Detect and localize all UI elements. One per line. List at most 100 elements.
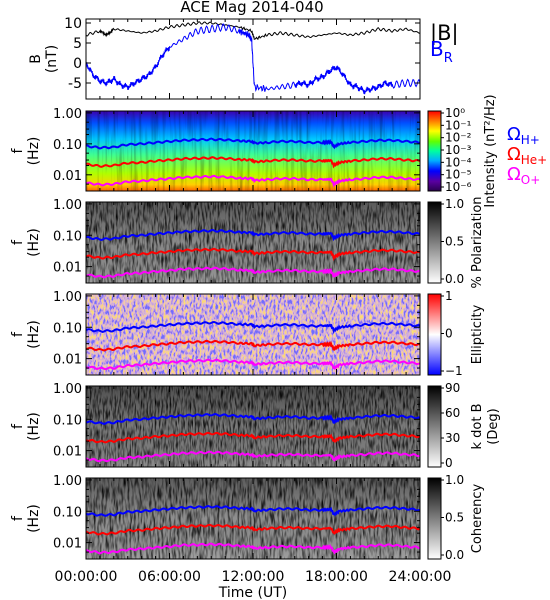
x-tick-label: 12:00:00: [222, 569, 285, 585]
legend-omega-o: ΩO+: [507, 164, 540, 187]
y-tick-label: 0.01: [53, 537, 82, 552]
gyrofrequency-line-he: [86, 339, 421, 352]
panel-polarization: 1.00 0.10 0.01 f (Hz) 1.0 0.5 0.0 % Polarization: [10, 196, 485, 288]
gyrofrequency-line-he: [85, 431, 421, 444]
y-tick-label: 5: [73, 36, 82, 52]
colorbar-tick-label: 1.0: [445, 197, 464, 211]
spectrogram-shading: [86, 478, 420, 559]
gyrofrequency-line-o: [85, 358, 421, 371]
colorbar-label: k dot B: [470, 403, 485, 449]
colorbar-gradient: [427, 201, 442, 284]
y-axis-label: B: [28, 54, 44, 64]
colorbar-unit: (Deg): [486, 408, 501, 444]
panel-magnetic-field: 10 5 0 -5 B (nT): [28, 16, 421, 100]
colorbar-tick-label: 10⁰: [445, 106, 465, 120]
y-tick-label: 1.00: [53, 198, 82, 213]
x-tick-label: 18:00:00: [305, 569, 368, 585]
series-line-b-r: [85, 23, 421, 95]
colorbar-tick-label: 0: [445, 327, 453, 341]
y-tick-label: 0.01: [53, 353, 82, 368]
y-axis-label: f: [10, 239, 26, 245]
y-tick-label: 0.10: [53, 413, 82, 428]
panel-k-dot-b: 1.00 0.10 0.01 f (Hz) 90 60 30 0 k dot B (Deg): [10, 381, 501, 470]
gyrofrequency-line-h: [85, 137, 421, 150]
colorbar-tick-label: 60: [445, 406, 460, 420]
colorbar-k-dot-b: 90 60 30 0 k dot B (Deg): [427, 381, 501, 470]
colorbar-tick-label: 10⁻⁴: [445, 155, 472, 169]
colorbar-gradient: [427, 110, 442, 192]
colorbar-tick-label: 10⁻²: [445, 131, 472, 145]
y-axis-label: f: [10, 331, 26, 337]
y-tick-label: 0.10: [53, 138, 82, 153]
y-tick-label: 1.00: [53, 107, 82, 122]
colorbar-gradient: [427, 477, 442, 560]
panel-intensity: 1.00 0.10 0.01 f (Hz) 10⁰10⁻¹10⁻²10⁻³10⁻⁴10⁻⁵…: [10, 94, 498, 207]
colorbar-tick-label: 90: [445, 381, 460, 395]
y-axis-label: f: [10, 515, 26, 521]
gyrofrequency-line-o: [85, 450, 421, 463]
x-axis-label: Time (UT): [218, 585, 287, 600]
y-tick-label: -5: [68, 76, 82, 92]
y-axis-unit: (Hz): [26, 320, 42, 349]
colorbar-ellipticity: 1 0 −1 Ellipticity: [427, 289, 485, 378]
colorbar-tick-label: 10⁻⁶: [445, 180, 472, 194]
y-tick-label: 0: [73, 56, 82, 72]
colorbar-tick-label: 0.5: [445, 511, 464, 525]
chart-title: ACE Mag 2014-040: [180, 0, 323, 16]
colorbar-tick-label: 1: [445, 289, 453, 303]
colorbar-tick-label: 1.0: [445, 473, 464, 487]
x-tick-label: 24:00:00: [389, 569, 452, 585]
gyrofrequency-line-o: [85, 174, 421, 188]
y-axis-unit: (Hz): [26, 504, 42, 533]
gyrofrequency-line-he: [85, 247, 421, 262]
colorbar-tick-label: 10⁻⁵: [445, 168, 472, 182]
gyrofrequency-line-h: [85, 228, 421, 242]
colorbar-tick-label: −1: [445, 364, 463, 378]
y-tick-label: 0.10: [53, 321, 82, 336]
y-tick-label: 0.01: [53, 169, 82, 184]
x-tick-label: 06:00:00: [138, 569, 201, 585]
series-line-b-magnitude: [85, 21, 421, 41]
legend-omega-h: ΩH+: [507, 124, 540, 147]
gyrofrequency-line-o: [85, 542, 421, 555]
y-tick-label: 0.10: [53, 505, 82, 520]
gyrofrequency-line-h: [85, 504, 421, 517]
colorbar-polarization: 1.0 0.5 0.0 % Polarization: [427, 196, 485, 289]
colorbar-label: Ellipticity: [470, 304, 485, 364]
legend-b-r: BR: [430, 37, 453, 66]
y-axis-unit: (Hz): [26, 137, 42, 166]
colorbar-label: Coherency: [470, 483, 485, 553]
panel-ellipticity: 1.00 0.10 0.01 f (Hz) 1 0 −1 Ellipticity: [10, 289, 485, 378]
y-axis-label: f: [10, 423, 26, 429]
legend-b-magnitude: |B|: [430, 21, 459, 46]
colorbar-tick-label: 30: [445, 431, 460, 445]
colorbar-label: Intensity (nT²/Hz): [483, 94, 498, 207]
y-tick-label: 1.00: [53, 290, 82, 305]
colorbar-gradient: [427, 293, 442, 376]
gyrofrequency-line-he: [85, 156, 421, 169]
colorbar-tick-label: 0.0: [445, 272, 464, 286]
x-axis: 00:00:00 06:00:00 12:00:00 18:00:00 24:00:00…: [55, 19, 452, 600]
y-axis-unit: (Hz): [26, 228, 42, 257]
legend-omega-he: ΩHe+: [507, 144, 547, 167]
colorbar-label: % Polarization: [470, 196, 485, 288]
colorbar-tick-label: 10⁻³: [445, 143, 472, 157]
x-tick-label: 00:00:00: [55, 569, 118, 585]
y-tick-label: 1.00: [53, 474, 82, 489]
y-axis-unit: (Hz): [26, 412, 42, 441]
colorbar-coherency: 1.0 0.5 0.0 Coherency: [427, 473, 485, 562]
y-tick-label: 0.01: [53, 445, 82, 460]
y-tick-label: 10: [64, 16, 82, 32]
y-axis-unit: (nT): [44, 45, 60, 73]
colorbar-tick-label: 10⁻¹: [445, 118, 472, 132]
gyrofrequency-line-h: [86, 412, 421, 425]
y-tick-label: 0.01: [53, 261, 82, 276]
colorbar-tick-label: 0.5: [445, 235, 464, 249]
y-tick-label: 1.00: [53, 382, 82, 397]
gyrofrequency-line-he: [85, 523, 421, 536]
gyrofrequency-line-h: [85, 320, 421, 335]
gyrofrequency-line-o: [86, 266, 421, 279]
y-tick-label: 0.10: [53, 229, 82, 244]
